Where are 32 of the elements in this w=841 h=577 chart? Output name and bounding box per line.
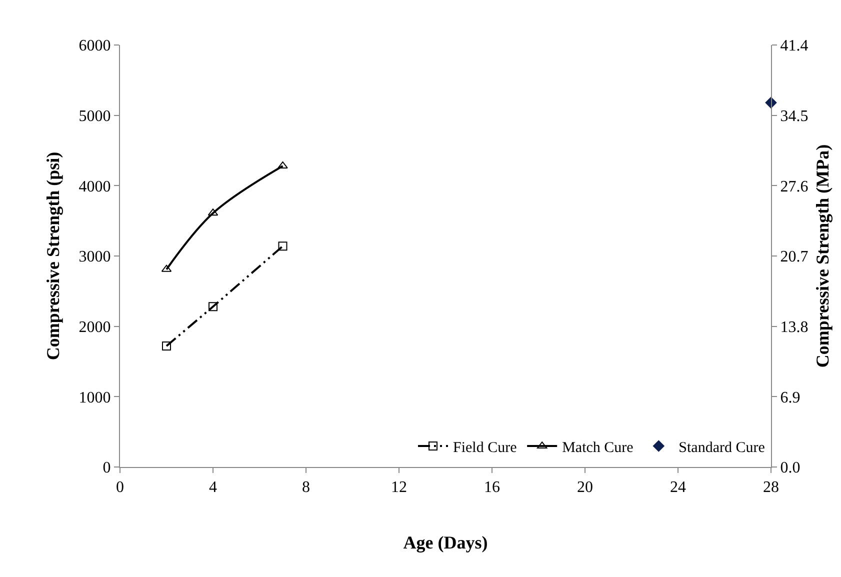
legend-label: Standard Cure (678, 440, 766, 456)
y-tick-label: 0 (102, 460, 111, 477)
x-tick-label: 12 (391, 479, 407, 496)
x-axis-title: Age (Days) (403, 532, 488, 552)
y2-tick-label: 0.0 (780, 460, 800, 477)
legend-label: Field Cure (453, 440, 518, 456)
y2-tick-label: 34.5 (780, 108, 808, 125)
x-tick-label: 24 (670, 479, 686, 496)
y-tick-label: 5000 (78, 108, 111, 125)
y-tick-label: 2000 (78, 318, 111, 336)
point (208, 302, 218, 312)
y-tick-label: 6000 (78, 38, 111, 55)
point (278, 242, 288, 251)
y-tick-label: 4000 (78, 178, 111, 196)
y-tick-label: 3000 (78, 248, 111, 266)
x-tick-label: 28 (763, 479, 779, 496)
y2-tick-label: 20.7 (780, 248, 808, 266)
x-tick-label: 16 (484, 479, 500, 496)
point (278, 161, 288, 168)
y-axis-title: Compressive Strength (psi) (43, 152, 63, 360)
y2-tick-label: 27.6 (780, 178, 808, 196)
x-tick-label: 4 (209, 479, 217, 496)
y2-tick-label: 13.8 (780, 318, 808, 336)
y2-axis-title: Compressive Strength (MPa) (812, 144, 832, 368)
y2-tick-label: 41.4 (780, 38, 808, 55)
point (162, 342, 171, 351)
x-tick-label: 0 (116, 479, 124, 496)
x-tick-label: 8 (302, 479, 310, 496)
y2-tick-label: 6.9 (780, 389, 800, 406)
y-tick-label: 1000 (78, 389, 111, 406)
x-tick-label: 20 (577, 479, 593, 496)
legend-label: Match Cure (562, 440, 634, 456)
